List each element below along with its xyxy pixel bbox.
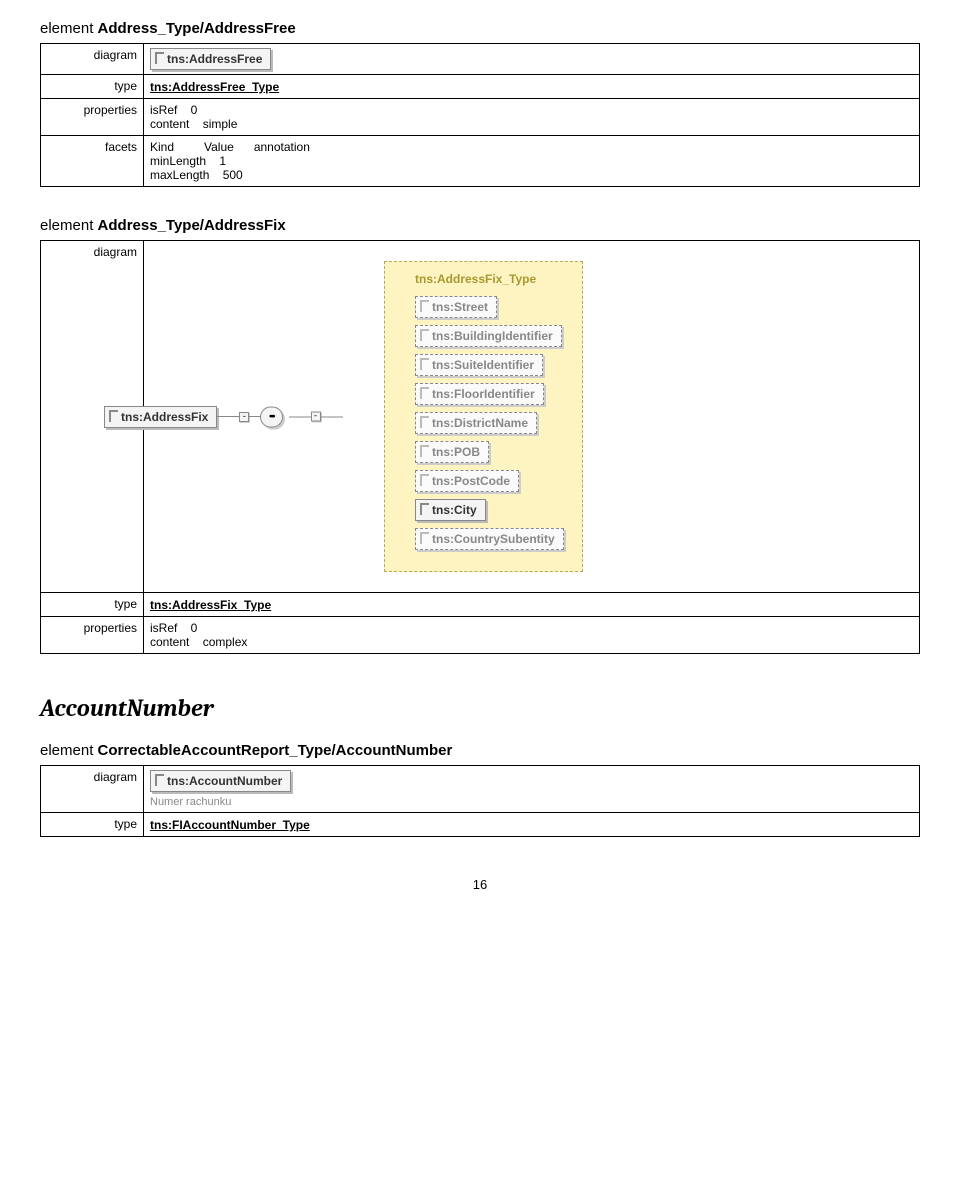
child-element: tns:FloorIdentifier (415, 383, 564, 405)
title-prefix: element (40, 217, 98, 234)
required-element-box: tns:City (415, 499, 486, 521)
child-element: tns:POB (415, 441, 564, 463)
root-connector: tns:AddressFix - (104, 406, 271, 428)
diagram-cell: tns:AccountNumber Numer rachunku (144, 766, 920, 813)
title-bold: Address_Type/AddressFree (98, 20, 296, 37)
section2-title: element Address_Type/AddressFix (40, 217, 920, 234)
properties-value: isRef 0 content complex (144, 617, 920, 654)
root-element: tns:AddressFix (104, 406, 217, 428)
type-label: type (41, 75, 144, 99)
child-element: tns:BuildingIdentifier (415, 325, 564, 347)
account-number-heading: AccountNumber (40, 694, 920, 722)
section1-title: element Address_Type/AddressFree (40, 20, 920, 37)
optional-element-box: tns:CountrySubentity (415, 528, 564, 550)
type-container: tns:AddressFix_Type tns:Street tns:Buildi… (384, 261, 583, 572)
facets-value: Kind Value annotation minLength 1 maxLen… (144, 136, 920, 187)
diagram-cell: tns:AddressFree (144, 44, 920, 75)
optional-element-box: tns:PostCode (415, 470, 519, 492)
type-link[interactable]: tns:AddressFix_Type (150, 598, 271, 612)
optional-element-box: tns:BuildingIdentifier (415, 325, 562, 347)
title-bold: CorrectableAccountReport_Type/AccountNum… (98, 742, 453, 759)
type-value: tns:AddressFree_Type (144, 75, 920, 99)
element-box-addressfree: tns:AddressFree (150, 48, 271, 70)
properties-label: properties (41, 99, 144, 136)
type-title: tns:AddressFix_Type (415, 272, 564, 286)
optional-element-box: tns:POB (415, 441, 489, 463)
facets-label: facets (41, 136, 144, 187)
type-value: tns:FIAccountNumber_Type (144, 813, 920, 837)
child-element: tns:DistrictName (415, 412, 564, 434)
type-label: type (41, 593, 144, 617)
section1-table: diagram tns:AddressFree type tns:Address… (40, 43, 920, 187)
child-element: tns:City (415, 499, 564, 521)
type-label: type (41, 813, 144, 837)
sequence-icon: ••• (260, 406, 283, 427)
diagram-cell: tns:AddressFix - ••• - tns:AddressFix_Ty… (144, 241, 920, 593)
properties-label: properties (41, 617, 144, 654)
element-box-accountnumber: tns:AccountNumber (150, 770, 291, 792)
section3-title: element CorrectableAccountReport_Type/Ac… (40, 742, 920, 759)
complex-diagram: tns:AddressFix - ••• - tns:AddressFix_Ty… (384, 261, 909, 572)
diagram-sublabel: Numer rachunku (150, 796, 913, 808)
title-prefix: element (40, 742, 98, 759)
child-element: tns:Street (415, 296, 564, 318)
section2-table: diagram tns:AddressFix - ••• - tns:Addre… (40, 240, 920, 654)
title-bold: Address_Type/AddressFix (98, 217, 286, 234)
page-number: 16 (40, 877, 920, 892)
type-link[interactable]: tns:FIAccountNumber_Type (150, 818, 310, 832)
type-link[interactable]: tns:AddressFree_Type (150, 80, 279, 94)
properties-value: isRef 0 content simple (144, 99, 920, 136)
sequence-connector: ••• - (254, 406, 343, 427)
diagram-label: diagram (41, 766, 144, 813)
title-prefix: element (40, 20, 98, 37)
child-element: tns:SuiteIdentifier (415, 354, 564, 376)
optional-element-box: tns:SuiteIdentifier (415, 354, 543, 376)
diagram-label: diagram (41, 44, 144, 75)
optional-element-box: tns:DistrictName (415, 412, 537, 434)
type-value: tns:AddressFix_Type (144, 593, 920, 617)
child-element: tns:PostCode (415, 470, 564, 492)
child-element: tns:CountrySubentity (415, 528, 564, 550)
section3-table: diagram tns:AccountNumber Numer rachunku… (40, 765, 920, 837)
optional-element-box: tns:FloorIdentifier (415, 383, 544, 405)
optional-element-box: tns:Street (415, 296, 497, 318)
